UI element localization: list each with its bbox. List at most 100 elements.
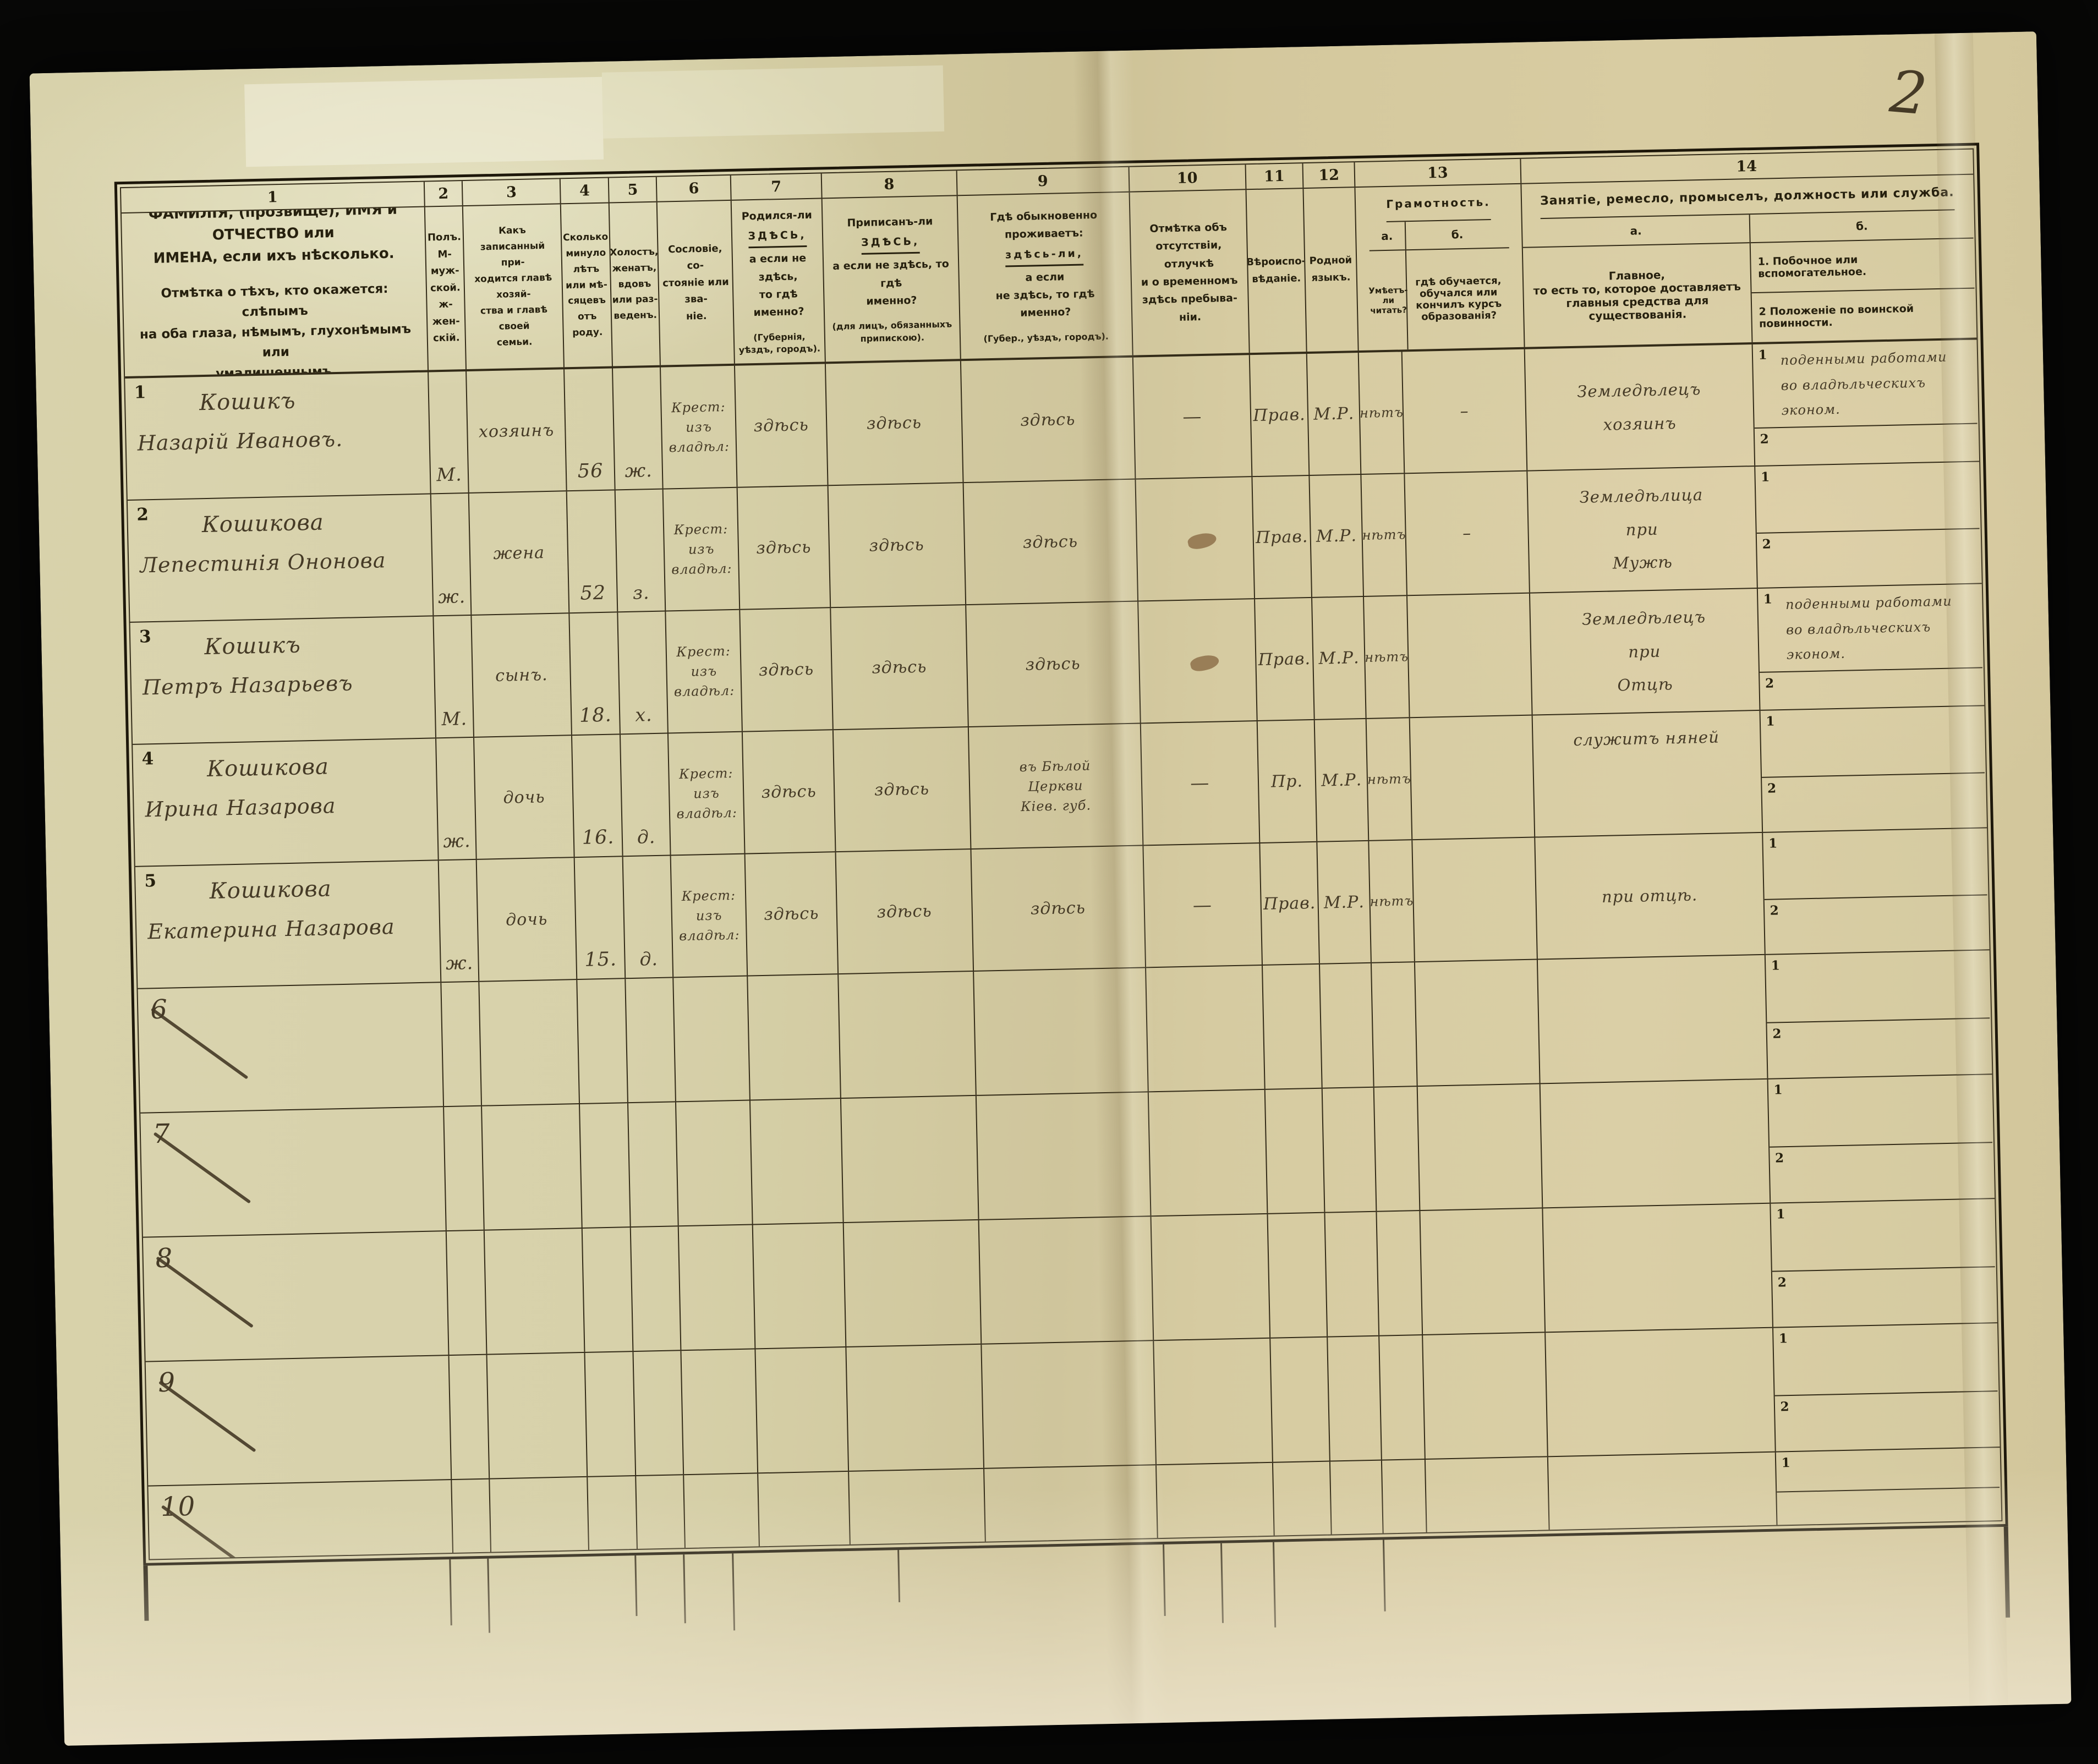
col-number-2: 2 bbox=[424, 181, 463, 206]
born-value: здѣсь bbox=[753, 415, 809, 436]
header-literacy-b-text: гдѣ обучается, обучался или кончилъ курс… bbox=[1415, 275, 1502, 323]
cell-registered: здѣсь bbox=[833, 727, 972, 852]
cell-marital bbox=[633, 1351, 684, 1476]
cell-name: 4 Кошикова Ирина Назарова bbox=[133, 738, 439, 866]
cell-religion: Прав. bbox=[1252, 475, 1313, 599]
header-religion: Вѣроиспо- вѣданіе. bbox=[1246, 189, 1307, 353]
strike-mark bbox=[153, 1132, 251, 1204]
strike-mark bbox=[156, 1256, 254, 1328]
cell-marital: д. bbox=[620, 733, 671, 856]
sex-value: М. bbox=[441, 708, 468, 730]
cell-age: 56 bbox=[565, 368, 616, 491]
header-occupation-a-label: а. bbox=[1522, 215, 1750, 248]
cell-born: здѣсь bbox=[740, 608, 834, 731]
row-number: 2 bbox=[136, 505, 149, 525]
cell-religion bbox=[1262, 964, 1323, 1089]
estate-value: Крест: изъ владѣл: bbox=[678, 887, 740, 944]
cell-born bbox=[748, 974, 841, 1100]
cell-occupation: служитъ няней bbox=[1532, 710, 1763, 837]
cell-education bbox=[1412, 837, 1538, 962]
cell-language: М.Р. bbox=[1312, 596, 1367, 719]
cell-relation bbox=[482, 1104, 583, 1230]
occupation-value: при отцѣ. bbox=[1601, 885, 1698, 906]
cell-literate: нѣтъ bbox=[1361, 474, 1408, 596]
education-value: – bbox=[1462, 523, 1472, 543]
marker-1: 1 bbox=[1763, 591, 1773, 607]
cell-absence bbox=[1151, 1214, 1270, 1340]
ink-smudge bbox=[1189, 653, 1220, 673]
cell-language: М.Р. bbox=[1317, 841, 1372, 963]
col-number-11: 11 bbox=[1246, 163, 1304, 189]
header-sex: Полъ. М-муж- ской. ж-жен- скій. bbox=[425, 206, 467, 370]
cell-education: – bbox=[1405, 471, 1530, 595]
cell-age: 16. bbox=[572, 735, 623, 857]
literate-value: нѣтъ bbox=[1359, 404, 1404, 421]
header-estate: Сословіе, со- стояніе или зва- ніе. bbox=[658, 200, 735, 365]
col-number-8: 8 bbox=[821, 171, 958, 198]
relation-value: дочь bbox=[505, 909, 548, 930]
cell-relation: дочь bbox=[474, 736, 576, 859]
absence-value: — bbox=[1182, 406, 1202, 428]
cell-age bbox=[585, 1352, 637, 1476]
sex-value: ж. bbox=[445, 952, 474, 974]
row-number: 5 bbox=[144, 871, 157, 891]
given-name: Лепестинія Ононова bbox=[139, 548, 386, 578]
cell-sex bbox=[444, 1106, 485, 1231]
cell-age bbox=[577, 979, 628, 1103]
cell-sex: М. bbox=[434, 615, 475, 738]
cell-marital bbox=[626, 978, 677, 1103]
surname: Кошикова bbox=[201, 510, 325, 538]
marker-2: 2 bbox=[1767, 781, 1777, 796]
cell-name: 2 Кошикова Лепестинія Ононова bbox=[127, 494, 434, 622]
cell-language: М.Р. bbox=[1314, 719, 1370, 841]
cell-estate: Крест: изъ владѣл: bbox=[671, 854, 748, 977]
marker-1: 1 bbox=[1773, 1082, 1783, 1098]
cell-name: 8 bbox=[143, 1231, 450, 1361]
relation-value: жена bbox=[493, 543, 545, 563]
strike-mark bbox=[158, 1380, 256, 1453]
marker-1: 1 bbox=[1776, 1207, 1785, 1222]
header-literacy-b: б. гдѣ обучается, обучался или кончилъ к… bbox=[1405, 220, 1511, 349]
registered-value: здѣсь bbox=[874, 779, 930, 800]
cell-education bbox=[1410, 715, 1535, 840]
sex-value: ж. bbox=[443, 830, 471, 852]
born-value: здѣсь bbox=[764, 903, 819, 924]
sex-value: М. bbox=[436, 463, 463, 486]
language-value: М.Р. bbox=[1318, 648, 1360, 669]
tape-patch bbox=[244, 76, 604, 167]
header-registration-pre: Приписанъ-ли bbox=[847, 215, 933, 229]
header-birthplace-rest: а если не здѣсь, то гдѣ именно? bbox=[749, 252, 807, 319]
marker-1: 1 bbox=[1781, 1455, 1791, 1471]
cell-registered bbox=[841, 1095, 979, 1222]
marker-2: 2 bbox=[1770, 903, 1779, 918]
header-residence-emph: здѣсь-ли, bbox=[1005, 244, 1084, 267]
religion-value: Прав. bbox=[1263, 893, 1316, 914]
cell-relation: сынъ. bbox=[472, 613, 573, 737]
cell-religion: Прав. bbox=[1260, 842, 1321, 965]
relation-value: дочь bbox=[503, 787, 545, 808]
estate-value: Крест: изъ владѣл: bbox=[669, 399, 730, 456]
cell-sex bbox=[441, 982, 483, 1106]
cell-age: 18. bbox=[569, 612, 621, 735]
age-value: 52 bbox=[580, 582, 606, 605]
header-registration-note: (для лицъ, обязанныхъ припискою). bbox=[832, 319, 952, 344]
resides-value: здѣсь bbox=[1030, 898, 1086, 919]
col-number-13: 13 bbox=[1355, 158, 1521, 187]
cell-language bbox=[1328, 1336, 1383, 1461]
header-literacy-a: а. Умѣетъ- ли читать? bbox=[1368, 222, 1409, 350]
occupation-value: Земледѣлецъ хозяинъ bbox=[1576, 380, 1701, 434]
table-frame: 1 2 3 4 5 6 7 8 9 10 11 12 13 14 bbox=[114, 143, 2008, 1566]
header-registration-emph: ЗДѢСЬ, bbox=[861, 232, 920, 255]
language-value: М.Р. bbox=[1323, 892, 1365, 913]
cell-age: 15. bbox=[575, 857, 626, 979]
header-birthplace-emph: ЗДѢСЬ, bbox=[748, 226, 807, 249]
cell-language: М.Р. bbox=[1307, 353, 1362, 475]
cell-religion: Пр. bbox=[1257, 720, 1318, 843]
cell-born bbox=[753, 1223, 847, 1349]
cell-occupation: при отцѣ. bbox=[1535, 832, 1766, 959]
registered-value: здѣсь bbox=[869, 535, 925, 556]
resides-value: въ Бѣлой Церкви Кіев. губ. bbox=[1019, 758, 1092, 815]
cell-literate: нѣтъ bbox=[1359, 352, 1405, 474]
col-number-10: 10 bbox=[1129, 165, 1247, 191]
